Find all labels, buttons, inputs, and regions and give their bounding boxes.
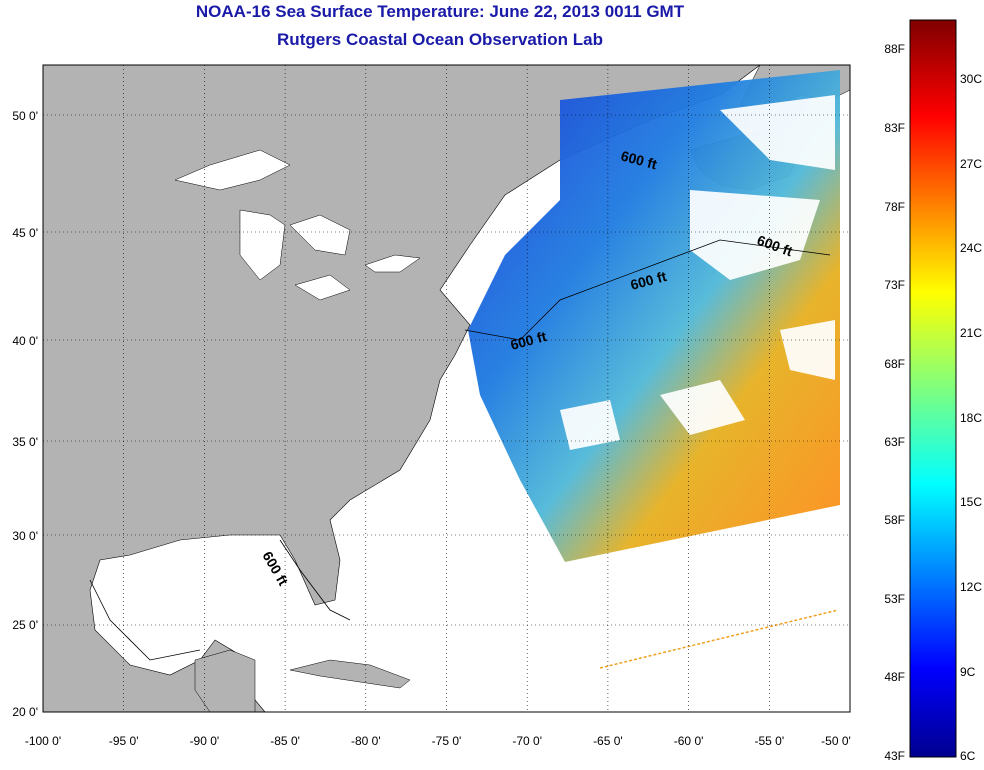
x-tick-label: -90 0' (190, 734, 220, 748)
colorbar-c-label: 30C (960, 72, 982, 86)
x-axis: -100 0' -95 0' -90 0' -85 0' -80 0' -75 … (25, 734, 851, 748)
colorbar-c-label: 24C (960, 241, 982, 255)
cloud-patches (560, 95, 835, 450)
land-cuba (289, 659, 411, 689)
x-tick-label: -80 0' (351, 734, 381, 748)
map-frame (42, 64, 851, 713)
land-north-america (42, 64, 761, 713)
colorbar-f-label: 73F (884, 278, 905, 292)
colorbar (909, 19, 957, 758)
x-tick-label: -95 0' (109, 734, 139, 748)
x-tick-label: -50 0' (821, 734, 851, 748)
colorbar-f-label: 68F (884, 357, 905, 371)
y-axis: 20 0' 25 0' 30 0' 35 0' 40 0' 45 0' 50 0… (12, 109, 38, 719)
colorbar-c-label: 18C (960, 411, 982, 425)
x-tick-label: -100 0' (25, 734, 61, 748)
x-tick-label: -55 0' (754, 734, 784, 748)
y-tick-label: 20 0' (12, 705, 38, 719)
map-title: NOAA-16 Sea Surface Temperature: June 22… (195, 2, 685, 21)
map-subtitle: Rutgers Coastal Ocean Observation Lab (277, 30, 603, 49)
y-tick-label: 30 0' (12, 529, 38, 543)
x-tick-label: -70 0' (512, 734, 542, 748)
colorbar-f-label: 43F (884, 749, 905, 763)
contour-line-shelf (464, 239, 831, 341)
y-tick-label: 45 0' (12, 226, 38, 240)
y-tick-label: 50 0' (12, 109, 38, 123)
colorbar-c-label: 12C (960, 580, 982, 594)
colorbar-f-label: 78F (884, 200, 905, 214)
colorbar-f-label: 63F (884, 435, 905, 449)
x-tick-label: -65 0' (593, 734, 623, 748)
colorbar-c-label: 15C (960, 495, 982, 509)
great-lakes (174, 149, 421, 301)
colorbar-f-label: 53F (884, 592, 905, 606)
y-tick-label: 25 0' (12, 618, 38, 632)
colorbar-c-label: 6C (960, 749, 976, 763)
colorbar-c-label: 9C (960, 665, 976, 679)
land-yucatan (194, 649, 256, 713)
colorbar-c-label: 27C (960, 157, 982, 171)
x-tick-label: -75 0' (432, 734, 462, 748)
satellite-track (599, 609, 839, 669)
colorbar-f-label: 58F (884, 513, 905, 527)
x-tick-label: -85 0' (270, 734, 300, 748)
colorbar-f-label: 88F (884, 42, 905, 56)
colorbar-fahrenheit-labels: 88F 83F 78F 73F 68F 63F 58F 53F 48F 43F (884, 42, 905, 763)
colorbar-f-label: 48F (884, 670, 905, 684)
contour-line-gulf (89, 579, 201, 661)
colorbar-celsius-labels: 30C 27C 24C 21C 18C 15C 12C 9C 6C (960, 72, 982, 763)
y-tick-label: 35 0' (12, 435, 38, 449)
y-tick-label: 40 0' (12, 334, 38, 348)
sst-swath (468, 70, 840, 562)
colorbar-c-label: 21C (960, 326, 982, 340)
contour-line-florida (279, 539, 351, 621)
x-tick-label: -60 0' (674, 734, 704, 748)
colorbar-f-label: 83F (884, 121, 905, 135)
graticule (43, 65, 850, 712)
